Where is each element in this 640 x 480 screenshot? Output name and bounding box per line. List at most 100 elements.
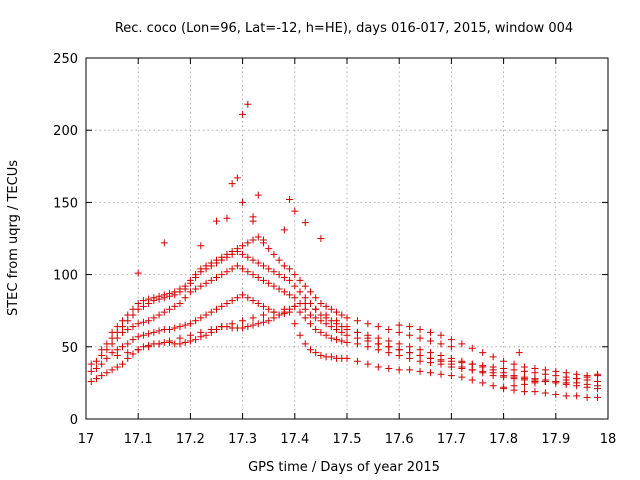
data-point [322, 311, 330, 319]
data-point [395, 328, 403, 336]
data-point [520, 380, 528, 388]
data-point [416, 325, 424, 333]
data-point [166, 289, 174, 297]
data-point [531, 388, 539, 396]
data-point [249, 217, 257, 225]
data-point [541, 389, 549, 397]
data-point [228, 180, 236, 188]
data-point [594, 393, 602, 401]
data-points [87, 100, 602, 401]
data-point [171, 324, 179, 332]
data-point [541, 377, 549, 385]
data-point [119, 317, 127, 325]
data-point [197, 282, 205, 290]
data-point [181, 321, 189, 329]
data-point [186, 276, 194, 284]
data-point [228, 320, 236, 328]
data-point [129, 323, 137, 331]
data-point [218, 302, 226, 310]
data-point [134, 320, 142, 328]
data-point [286, 291, 294, 299]
data-point [296, 308, 304, 316]
data-point [145, 330, 153, 338]
data-point [531, 364, 539, 372]
data-point [92, 375, 100, 383]
data-point [468, 360, 476, 368]
data-point [218, 253, 226, 261]
data-point [259, 302, 267, 310]
data-point [223, 268, 231, 276]
data-point [317, 235, 325, 242]
x-tick-label: 17.9 [541, 432, 570, 447]
data-series [395, 321, 602, 380]
data-point [197, 328, 205, 336]
data-point [160, 291, 168, 299]
data-point [197, 242, 205, 250]
data-point [244, 268, 252, 276]
data-point [317, 351, 325, 359]
data-point [186, 288, 194, 296]
data-point [181, 338, 189, 346]
data-point [259, 311, 267, 319]
data-point [468, 344, 476, 352]
data-point [322, 331, 330, 339]
data-point [374, 323, 382, 331]
data-point [275, 285, 283, 293]
data-point [233, 174, 241, 182]
data-point [338, 311, 346, 319]
data-point [437, 356, 445, 364]
data-point [244, 323, 252, 331]
data-point [479, 362, 487, 370]
data-point [312, 305, 320, 313]
data-point [291, 282, 299, 290]
data-point [139, 318, 147, 326]
data-point [249, 271, 257, 279]
data-point [406, 366, 414, 374]
data-point [166, 337, 174, 345]
data-point [265, 265, 273, 273]
data-point [427, 369, 435, 377]
x-tick-label: 17.6 [385, 432, 414, 447]
data-point [145, 343, 153, 351]
data-point [265, 317, 273, 325]
data-point [552, 377, 560, 385]
data-point [259, 236, 267, 244]
data-series [134, 100, 523, 357]
data-point [155, 327, 163, 335]
data-point [327, 334, 335, 342]
data-point [249, 236, 257, 244]
data-point [254, 320, 262, 328]
y-tick-label: 50 [61, 341, 78, 356]
data-point [98, 346, 106, 354]
data-point [573, 392, 581, 400]
data-point [254, 259, 262, 267]
data-point [98, 372, 106, 380]
data-point [176, 285, 184, 293]
data-point [447, 336, 455, 344]
data-point [113, 351, 121, 359]
data-point [296, 276, 304, 284]
data-point [103, 369, 111, 377]
data-point [124, 340, 132, 348]
data-point [333, 317, 341, 325]
data-point [239, 250, 247, 258]
data-point [306, 320, 314, 328]
data-point [594, 370, 602, 378]
data-point [239, 198, 247, 206]
data-point [479, 349, 487, 357]
data-point [520, 388, 528, 396]
data-point [265, 279, 273, 287]
data-point [406, 323, 414, 331]
data-point [134, 269, 142, 277]
data-point [437, 370, 445, 378]
data-point [192, 285, 200, 293]
data-point [385, 325, 393, 333]
x-tick-label: 18 [600, 432, 617, 447]
data-point [249, 297, 257, 305]
data-point [119, 343, 127, 351]
data-point [333, 336, 341, 344]
data-point [286, 196, 294, 204]
axis-ticks [85, 57, 609, 420]
data-point [259, 318, 267, 326]
data-point [202, 262, 210, 270]
